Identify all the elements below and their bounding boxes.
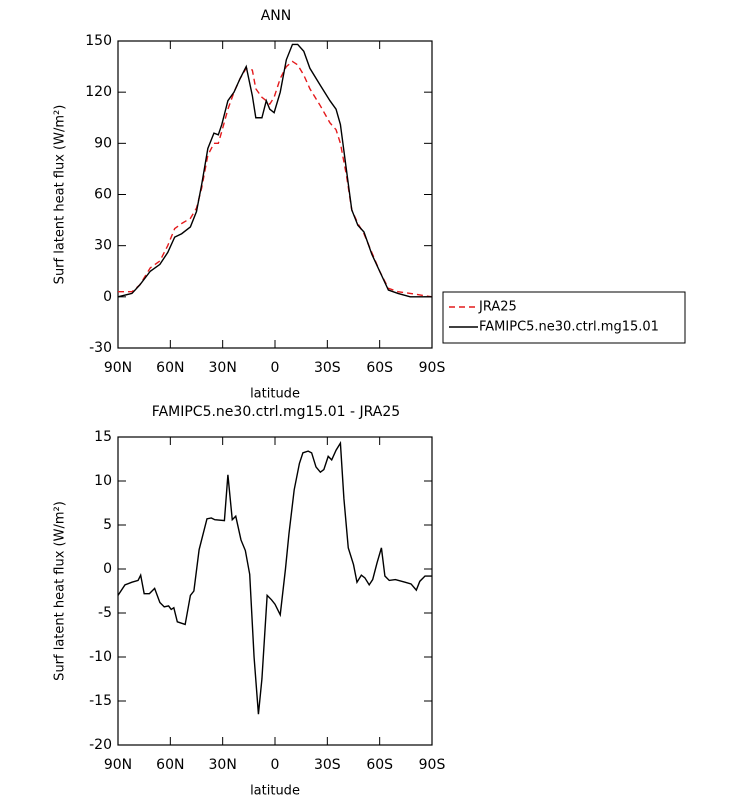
legend-label: JRA25 xyxy=(478,300,517,315)
y-axis-label: Surf latent heat flux (W/m²) xyxy=(53,501,68,681)
y-tick-label: 120 xyxy=(85,84,112,100)
y-tick-label: 0 xyxy=(103,289,112,305)
y-tick-label: 150 xyxy=(85,33,112,49)
x-axis-label: latitude xyxy=(250,784,300,799)
x-tick-label: 0 xyxy=(271,757,280,773)
data-line xyxy=(118,60,433,298)
chart-title: ANN xyxy=(261,8,292,24)
y-tick-label: 90 xyxy=(94,135,112,151)
plot-frame xyxy=(117,436,433,746)
y-tick-label: -15 xyxy=(89,693,112,709)
x-tick-label: 60N xyxy=(156,360,184,376)
x-tick-label: 30N xyxy=(209,757,237,773)
y-tick-label: -20 xyxy=(89,737,112,753)
y-tick-label: -30 xyxy=(89,340,112,356)
plot-frame xyxy=(117,40,433,349)
x-tick-label: 30N xyxy=(209,360,237,376)
x-tick-label: 90S xyxy=(419,360,446,376)
chart-title: FAMIPC5.ne30.ctrl.mg15.01 - JRA25 xyxy=(152,404,400,420)
x-tick-label: 30S xyxy=(314,757,341,773)
y-tick-label: 60 xyxy=(94,187,112,203)
y-tick-label: 10 xyxy=(94,473,112,489)
legend-box xyxy=(442,291,686,344)
x-tick-label: 90S xyxy=(419,757,446,773)
x-tick-label: 90N xyxy=(104,757,132,773)
x-tick-label: 60S xyxy=(366,757,393,773)
y-tick-label: -5 xyxy=(98,605,112,621)
y-axis-label: Surf latent heat flux (W/m²) xyxy=(53,105,68,285)
x-tick-label: 0 xyxy=(271,360,280,376)
x-tick-label: 90N xyxy=(104,360,132,376)
y-tick-label: 0 xyxy=(103,561,112,577)
legend-label: FAMIPC5.ne30.ctrl.mg15.01 xyxy=(479,320,659,335)
x-tick-label: 60S xyxy=(366,360,393,376)
y-tick-label: 15 xyxy=(94,429,112,445)
data-line xyxy=(117,43,432,298)
y-tick-label: -10 xyxy=(89,649,112,665)
data-line xyxy=(117,440,432,715)
y-tick-label: 5 xyxy=(103,517,112,533)
x-tick-label: 60N xyxy=(156,757,184,773)
y-tick-label: 30 xyxy=(94,238,112,254)
x-tick-label: 30S xyxy=(314,360,341,376)
x-axis-label: latitude xyxy=(250,387,300,402)
